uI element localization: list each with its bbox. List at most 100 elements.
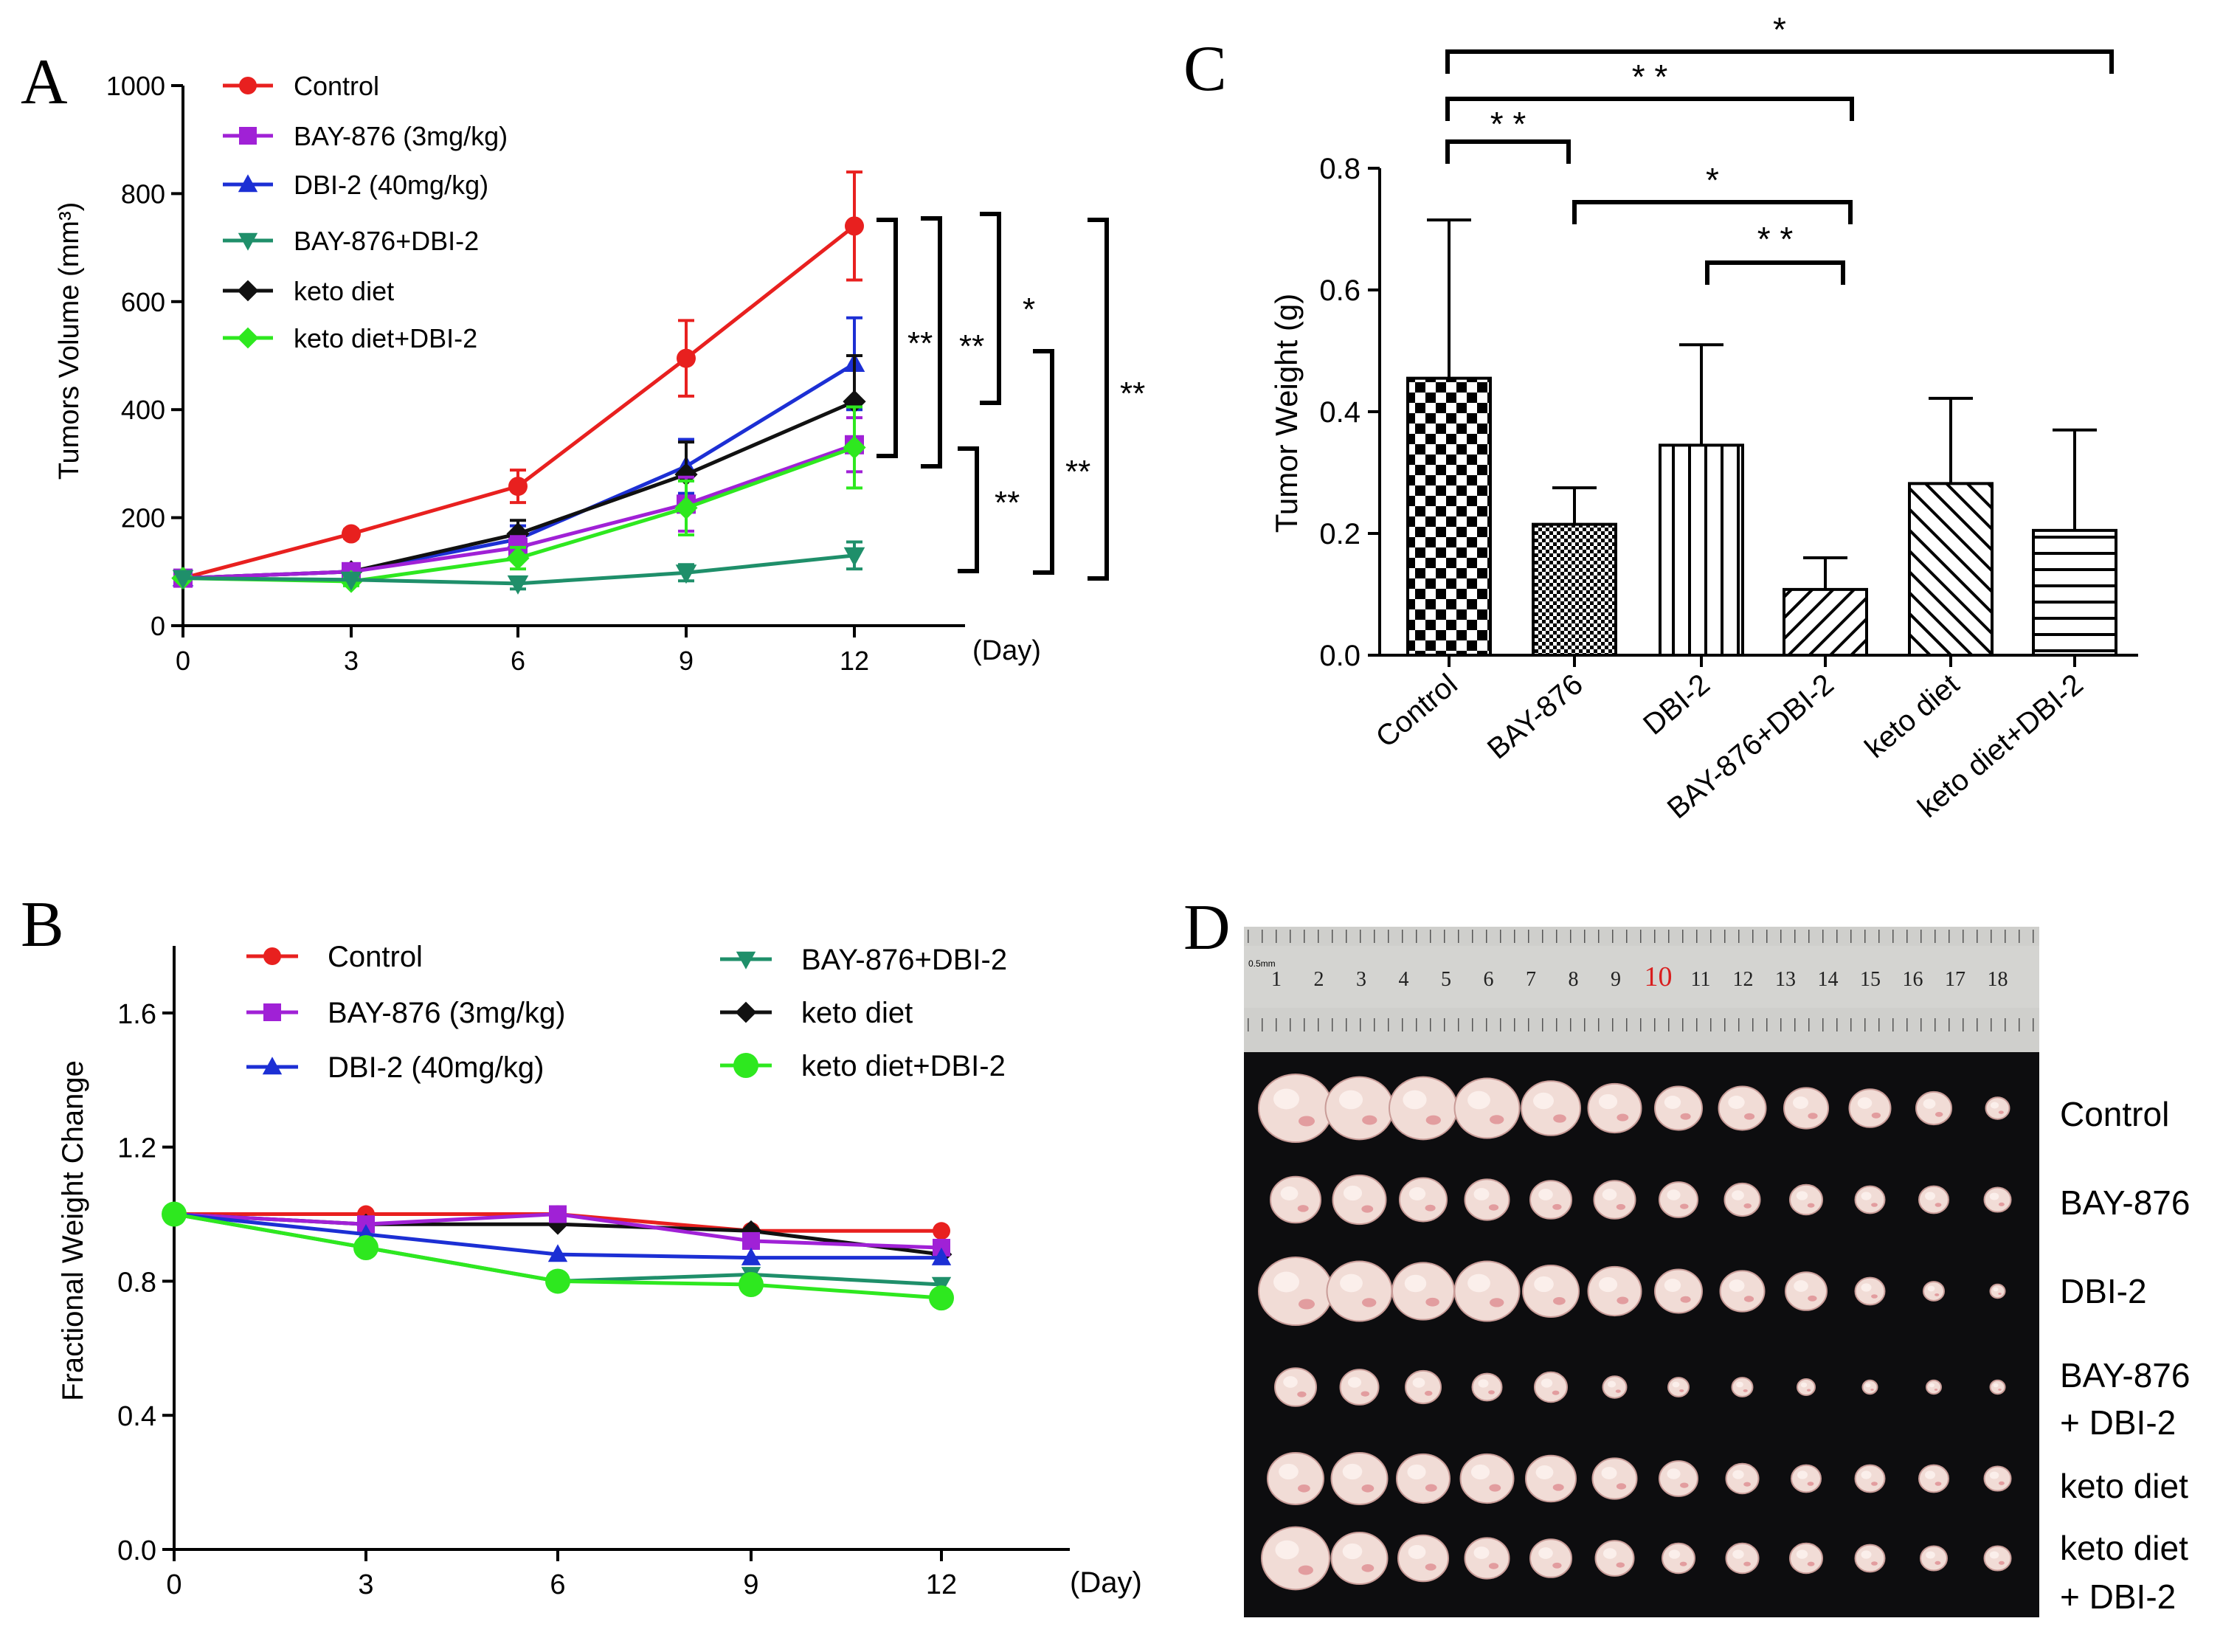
tumor-row [1267,1452,2012,1505]
tumor [1258,1257,1333,1326]
ruler-number: 16 [1903,968,1923,991]
legend-marker-dbi2 [262,1057,283,1075]
tumor-blood [1552,1203,1562,1210]
tumor-blood [1361,1484,1375,1493]
tumor-blood [1425,1297,1439,1307]
tumor-blood [1298,1565,1313,1575]
tumor-highlight [1732,1470,1744,1479]
point-dbi2 [741,1247,761,1265]
ruler-number: 9 [1611,968,1621,991]
x-tick-label: 12 [840,646,869,676]
tumor-blood [1934,1389,1938,1391]
tumor-row [1258,1074,2010,1143]
ruler-number: 12 [1733,968,1754,991]
tumor-highlight [1403,1090,1427,1110]
tumor-blood [1425,1204,1436,1212]
ruler-number: 3 [1356,968,1366,991]
point-ketoDbi2 [674,496,698,520]
point-dbi2 [931,1247,952,1265]
point-control [933,1222,950,1240]
tumor-blood [1553,1114,1566,1123]
tumor-highlight [1989,1471,1999,1479]
legend-marker-bay876 [239,127,257,145]
tumor-blood [1297,1391,1307,1397]
tumor-blood [1935,1482,1942,1486]
tumor-row [1274,1367,2006,1407]
tumor [1587,1082,1642,1134]
x-tick-label: DBI-2 [1637,668,1716,741]
tumor-highlight [1601,1467,1617,1479]
x-tick-label: Control [1370,668,1464,754]
tumor [1854,1544,1886,1573]
legend-marker-keto [735,1001,757,1023]
tumor [1399,1177,1448,1223]
tumor-blood [1871,1482,1878,1486]
tumor-highlight [1598,1276,1618,1293]
tumor [1797,1378,1816,1397]
tumor-highlight [1347,1377,1362,1388]
tumor-highlight [1467,1273,1490,1293]
row-label: Control [2060,1095,2169,1133]
panel-label-a: A [21,46,68,118]
tumor-blood [1871,1203,1878,1207]
tumor-blood [1935,1112,1943,1117]
x-tick-label: 12 [926,1569,957,1600]
tumor [1591,1457,1638,1500]
tumor-blood [1807,1203,1815,1208]
tumor [1983,1465,2012,1492]
y-tick-label: 1.6 [117,999,156,1030]
tumor-blood [1362,1115,1377,1125]
tumor-blood [1360,1391,1370,1397]
tumor [1915,1091,1952,1126]
legend-marker-bay876 [263,1003,281,1021]
tumor-highlight [1602,1548,1617,1559]
legend-marker-combo [238,232,258,251]
tumor-blood [1425,1563,1436,1571]
series-control [173,170,864,588]
chart-a-tumor-volume: 0 200 400 600 800 1000 0 3 6 9 12 (Day) Tumors Volum… [54,71,1145,676]
tumor-blood [1998,1110,2004,1114]
tumor [1261,1526,1330,1591]
tumor-blood [1298,1484,1310,1493]
sig-label: ** [1120,376,1145,412]
tumor-blood [1679,1389,1684,1392]
ruler-number: 18 [1988,968,2008,991]
tumor-blood [1935,1561,1941,1565]
ruler-ticks-top [1244,927,2039,946]
tumor [1659,1181,1698,1218]
tumor [1326,1260,1393,1322]
tumor [1453,1077,1521,1139]
ruler-number: 6 [1484,968,1494,991]
ruler-ticks [1244,1008,2039,1052]
row-label: keto diet [2060,1467,2188,1505]
tumor-highlight [1534,1276,1554,1293]
tumor-blood [1552,1562,1562,1569]
legend-label: BAY-876+DBI-2 [294,226,479,256]
bar-5 [2032,528,2117,657]
tumor-highlight [1925,1192,1935,1200]
tumor-highlight [1342,1463,1363,1480]
tumor-blood [1488,1204,1499,1211]
legend-label: keto diet [294,276,394,306]
point-bay876 [549,1205,567,1223]
tumor [1654,1085,1703,1131]
legend-marker-control [263,947,281,965]
tumor [1267,1452,1324,1505]
sig-bracket [1445,97,1854,121]
tumor-row [1258,1257,2006,1326]
tumor [1529,1538,1572,1578]
tumor-highlight [1865,1383,1871,1388]
tumor-highlight [1732,1549,1744,1559]
panel-label-c: C [1183,33,1227,105]
tumor-blood [1743,1482,1751,1487]
legend-label: BAY-876 (3mg/kg) [328,997,565,1029]
tumor-highlight [1538,1547,1553,1559]
tumor-blood [1871,1112,1881,1119]
tumor [1662,1542,1695,1575]
tumor-blood [1424,1391,1433,1396]
panel-label-b: B [21,889,64,961]
x-tick-label: 0 [166,1569,181,1600]
row-label: BAY-876 [2060,1183,2190,1222]
y-tick-label: 800 [121,179,165,209]
tumor-highlight [1667,1189,1681,1200]
